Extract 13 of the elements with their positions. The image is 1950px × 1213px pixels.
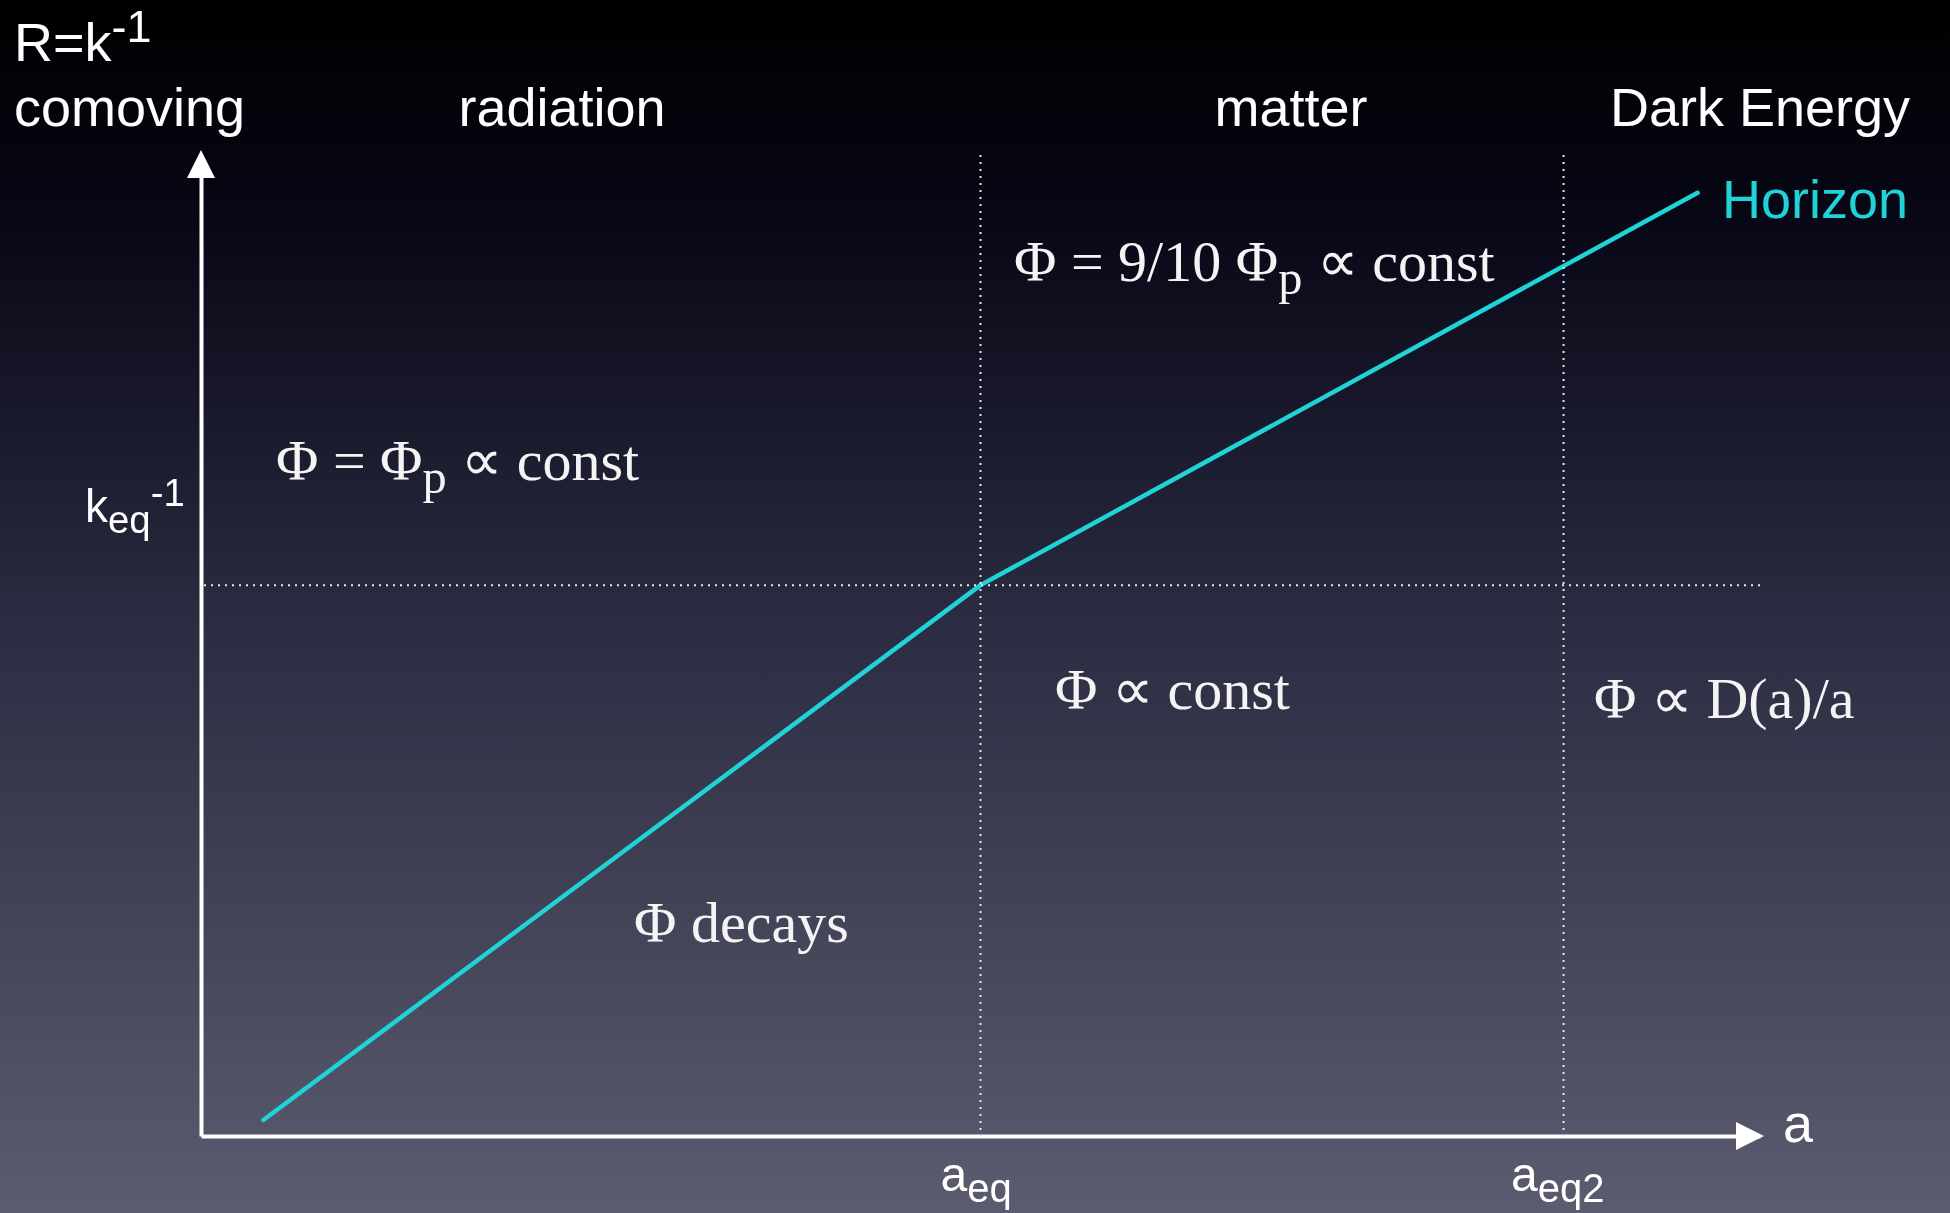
annotation: Φ = Φ$_{p}$ ∝ const <box>276 427 640 505</box>
annotation: Φ ∝ D(a)/a <box>1594 665 1855 734</box>
text: radiation <box>458 75 666 139</box>
text: Dark Energy <box>1609 75 1911 139</box>
y-axis-title: R=k$^{-1}$ comoving <box>14 0 247 139</box>
text: matter <box>1214 75 1368 139</box>
text: a$_{eq2}$ <box>1510 1147 1605 1210</box>
annotation: Φ ∝ const <box>1055 656 1290 725</box>
text: a$_{eq}$ <box>940 1147 1012 1210</box>
annotation: Φ decays <box>634 889 849 958</box>
series-label: Horizon <box>1722 167 1909 231</box>
annotation: Φ = 9/10 Φ$_{p}$ ∝ const <box>1014 228 1495 306</box>
x-axis-title: a <box>1783 1091 1814 1155</box>
